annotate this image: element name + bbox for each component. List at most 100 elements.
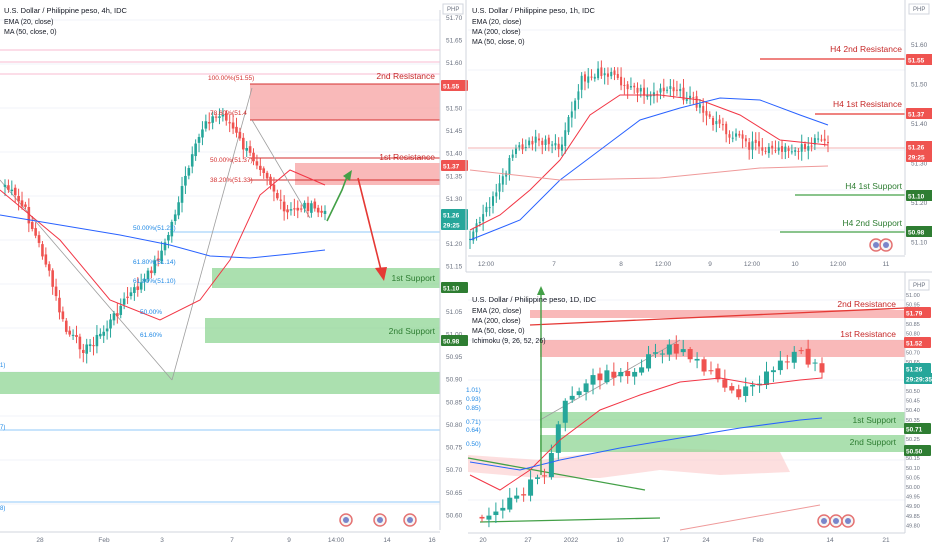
bottom-candle: [618, 368, 624, 383]
top-candle: [557, 137, 560, 158]
left-candle: [323, 205, 327, 221]
top-body: [574, 100, 577, 111]
left-body: [143, 278, 146, 282]
left-fib-label: 61.80%(51.14): [133, 259, 176, 266]
bottom-candle: [646, 345, 652, 372]
left-candle: [170, 219, 174, 243]
top-event-icon: [879, 238, 893, 252]
left-body: [75, 335, 78, 337]
bottom-candle: [819, 357, 825, 379]
bottom-body: [548, 453, 554, 478]
bottom-candle: [639, 359, 645, 376]
top-body: [741, 134, 744, 139]
left-price-tag-bg: [441, 282, 468, 293]
left-price-tag-bg: [441, 335, 468, 346]
left-body: [214, 116, 218, 118]
top-body: [813, 138, 816, 145]
top-y-tick: 51.10: [911, 240, 928, 247]
left-x-tick: 9: [287, 537, 291, 544]
left-candle: [88, 339, 92, 353]
bottom-y-tick: 49.80: [906, 523, 920, 529]
left-candle: [71, 329, 75, 340]
left-body: [313, 201, 317, 209]
left-candle: [218, 108, 221, 125]
left-body: [262, 168, 266, 173]
top-candle: [682, 78, 685, 105]
top-indicator-label: MA (200, close): [472, 29, 521, 36]
left-body: [24, 204, 27, 207]
top-candle: [547, 134, 550, 152]
top-price-tag-bg: [906, 151, 932, 162]
top-candle: [735, 128, 738, 141]
top-body: [518, 145, 521, 148]
top-candle: [613, 67, 616, 81]
left-body: [224, 113, 228, 121]
bottom-candle: [493, 502, 499, 523]
bottom-body: [777, 360, 783, 371]
left-event-icon: [403, 513, 417, 527]
top-y-tick: 51.60: [911, 42, 928, 49]
bottom-chart-title: U.S. Dollar / Philippine peso, 1D, IDC: [472, 295, 597, 304]
bottom-body: [632, 371, 638, 377]
left-body: [92, 345, 95, 347]
top-price-tag: 50.98: [908, 230, 925, 237]
panel-left-4h: U.S. Dollar / Philippine peso, 4h, IDC EM…: [0, 3, 468, 544]
top-body: [606, 73, 609, 77]
left-body: [47, 264, 51, 271]
zone-2nd-resistance: [250, 84, 440, 120]
top-candle: [777, 141, 780, 155]
top-candle: [672, 79, 675, 99]
left-price-tag: 51.10: [443, 286, 460, 293]
trend-line: [251, 119, 311, 219]
left-candle: [259, 158, 262, 176]
top-candle: [620, 67, 623, 91]
bullish-arrow: [326, 173, 349, 222]
bottom-candle: [590, 368, 596, 395]
left-label-2nd-resistance: 2nd Resistance: [376, 71, 435, 81]
left-candle: [286, 204, 289, 220]
top-candle: [511, 149, 514, 161]
bottom-candle: [722, 369, 728, 392]
left-candle: [160, 241, 163, 264]
top-body: [659, 88, 662, 93]
left-event-icon: [339, 513, 353, 527]
left-body: [252, 152, 255, 162]
top-candle: [646, 87, 649, 100]
top-body: [521, 144, 524, 150]
bottom-price-tag-bg: [904, 445, 931, 456]
bottom-candle: [521, 487, 527, 502]
top-candle: [738, 130, 741, 138]
label-h4-2nd-support: H4 2nd Support: [842, 218, 902, 228]
ema20-line: [469, 377, 823, 491]
top-candle: [695, 90, 698, 112]
left-body: [276, 193, 279, 199]
left-price-tag-bg: [441, 219, 468, 230]
left-candle: [99, 328, 102, 339]
bottom-candle: [632, 368, 638, 385]
left-y-tick: 51.35: [446, 173, 463, 180]
bottom-body: [652, 352, 658, 354]
top-candle: [771, 141, 774, 155]
bottom-y-tick: 50.45: [906, 399, 920, 405]
bottom-event-icon: [817, 514, 831, 528]
left-y-tick: 51.45: [446, 128, 463, 135]
left-candle: [122, 292, 126, 310]
top-candle: [823, 129, 826, 147]
bottom-y-tick: 50.05: [906, 475, 920, 481]
bottom-candle: [479, 514, 485, 522]
zone-2nd-support: [205, 318, 440, 343]
bottom-body: [625, 371, 631, 377]
top-body: [804, 143, 807, 150]
left-edge-label: 8): [0, 506, 5, 512]
top-body: [537, 138, 540, 141]
top-candle: [649, 91, 652, 106]
top-body: [777, 147, 780, 151]
top-candle: [528, 137, 531, 149]
top-candle: [708, 111, 711, 119]
top-body: [557, 143, 560, 150]
top-candle: [656, 90, 659, 103]
top-candle: [639, 84, 642, 98]
top-candle: [603, 67, 606, 85]
bottom-candle: [777, 351, 783, 375]
left-candle: [116, 303, 119, 324]
